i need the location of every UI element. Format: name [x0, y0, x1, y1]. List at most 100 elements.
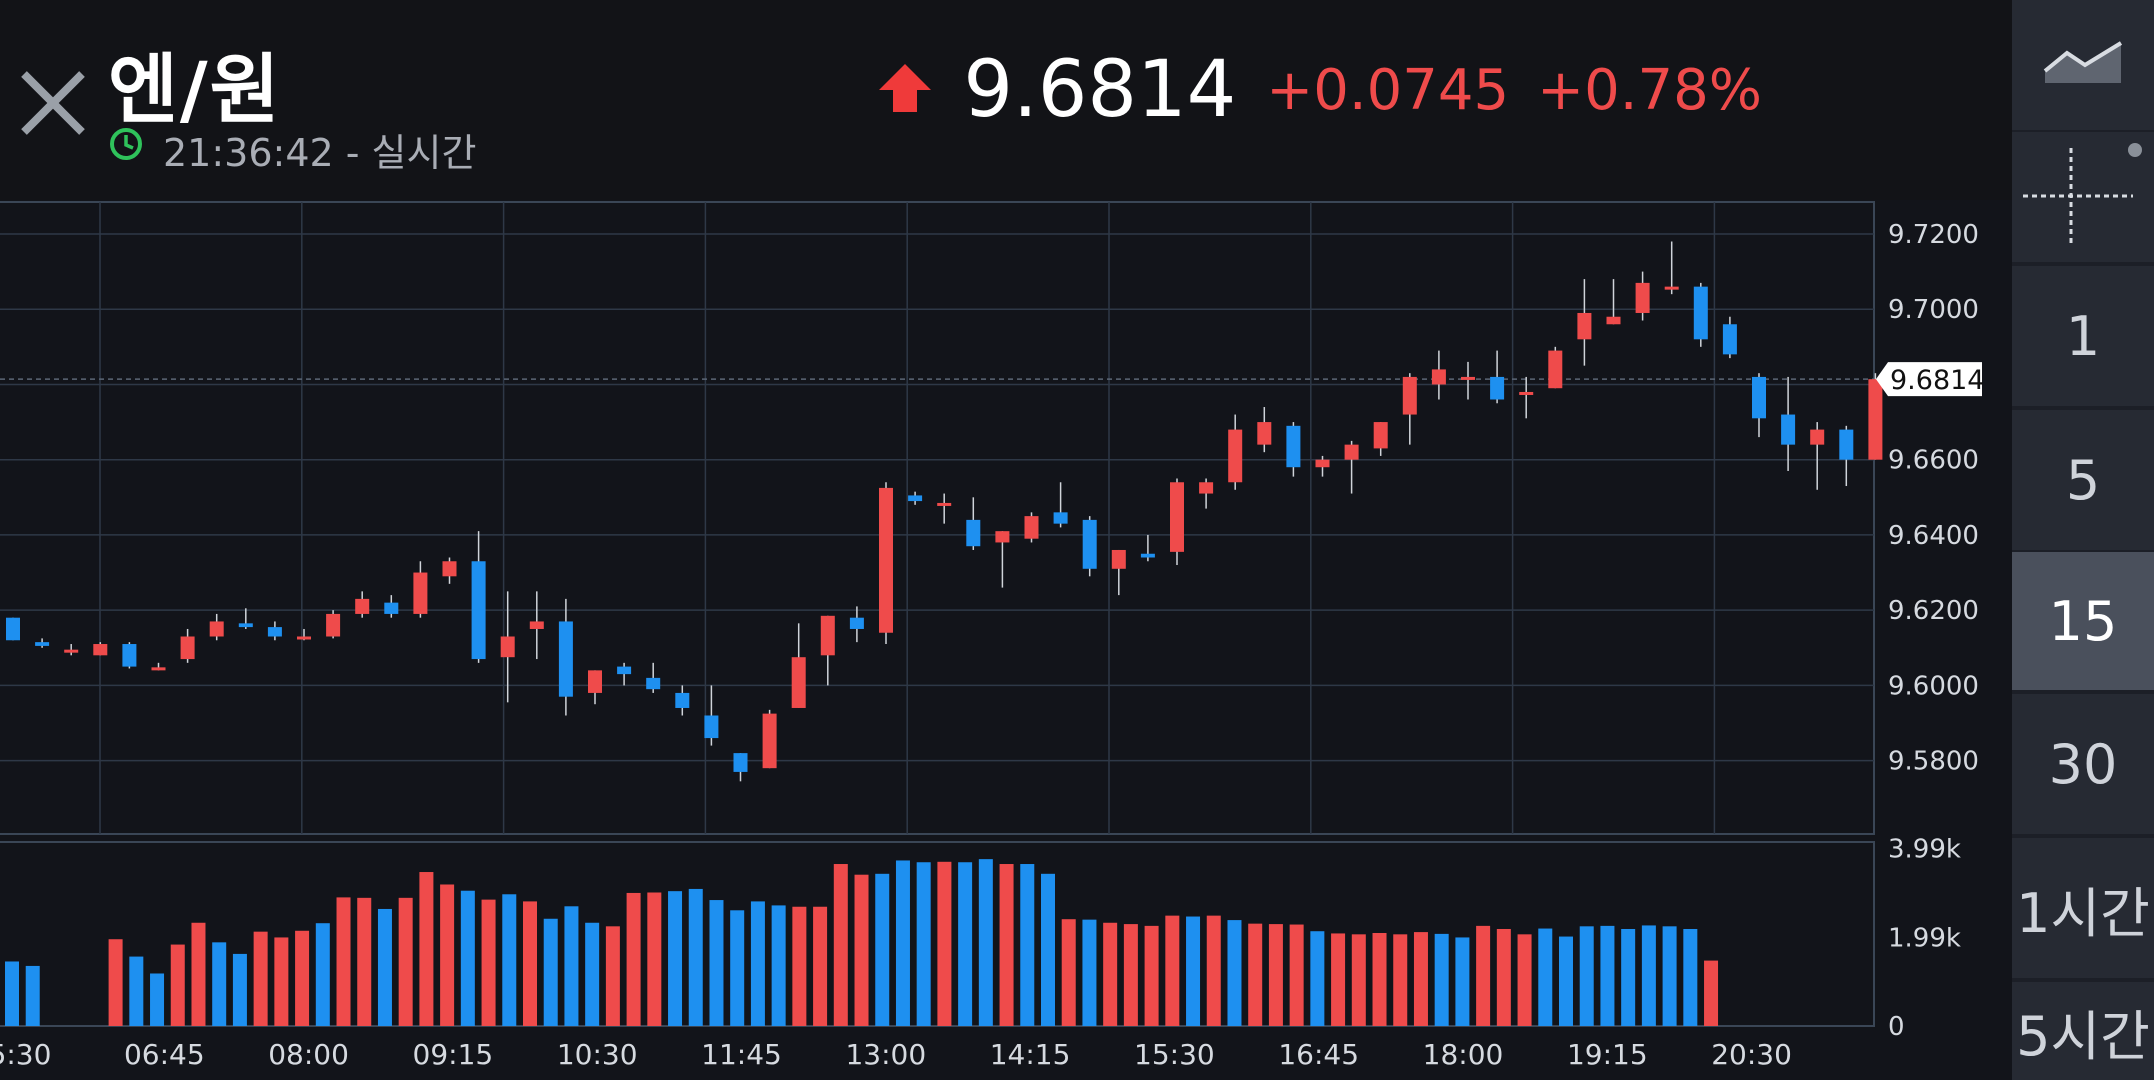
- sidebar-crosshair-button[interactable]: [2012, 132, 2154, 262]
- volume-bar: [150, 973, 165, 1026]
- price-panel-frame: [0, 201, 1875, 835]
- chart-grid: [0, 201, 1875, 1027]
- volume-bar: [274, 937, 289, 1026]
- candle-body: [588, 670, 602, 693]
- volume-bar: [999, 864, 1014, 1026]
- price-chart[interactable]: 9.72009.70009.68009.66009.64009.62009.60…: [0, 200, 2012, 1080]
- y-tick-label: 9.6200: [1888, 596, 1979, 626]
- header: 엔/원 21:36:42 - 실시간 9.6814 +0.0745 +0.78%: [0, 0, 2012, 200]
- candle-body: [151, 667, 166, 671]
- x-tick-label: 5:30: [0, 1038, 51, 1071]
- volume-bar: [5, 961, 19, 1026]
- price-change-percent: +0.78%: [1537, 57, 1762, 123]
- y-tick-label: 9.5800: [1888, 747, 1979, 777]
- candle-body: [35, 642, 50, 646]
- sidebar-area-chart-button[interactable]: [2012, 0, 2154, 130]
- volume-bar: [481, 899, 496, 1026]
- x-tick-label: 20:30: [1711, 1038, 1792, 1071]
- volume-bar: [1186, 916, 1201, 1026]
- volume-bar: [833, 864, 848, 1026]
- y-tick-label: 9.7200: [1888, 220, 1979, 250]
- candle-body: [1810, 429, 1825, 445]
- x-tick-label: 18:00: [1423, 1038, 1504, 1071]
- volume-bar: [792, 906, 807, 1026]
- interval-5-button[interactable]: 1시간: [2012, 838, 2154, 978]
- y-tick-label: 9.6400: [1888, 521, 1979, 551]
- x-tick-label: 14:15: [990, 1038, 1071, 1071]
- chart-axes: 9.72009.70009.68009.66009.64009.62009.60…: [0, 220, 1984, 1071]
- candle-body: [384, 602, 399, 614]
- volume-bar: [295, 930, 310, 1026]
- candle-body: [1286, 425, 1301, 468]
- volume-bar: [854, 874, 869, 1026]
- x-tick-label: 11:45: [701, 1038, 782, 1071]
- volume-bar: [232, 953, 247, 1026]
- volume-bar: [357, 897, 372, 1026]
- candle-body: [1781, 414, 1796, 445]
- candle-body: [267, 627, 282, 637]
- candle-body: [1548, 350, 1563, 389]
- candle-body: [1519, 391, 1534, 395]
- interval-label: 5시간: [2016, 1004, 2150, 1068]
- volume-bar: [750, 901, 765, 1026]
- candle-body: [1431, 369, 1446, 385]
- interval-label: 15: [2048, 589, 2118, 653]
- candle-body: [1461, 376, 1475, 380]
- candle-body: [1752, 376, 1766, 419]
- candle-body: [1082, 519, 1097, 569]
- interval-6-button[interactable]: 5시간: [2012, 982, 2154, 1080]
- candle-body: [471, 561, 486, 660]
- volume-bar: [1704, 960, 1719, 1026]
- volume-bars: [5, 859, 1719, 1026]
- x-tick-label: 15:30: [1134, 1038, 1215, 1071]
- volume-bar: [1517, 934, 1532, 1026]
- candle-body: [413, 572, 428, 614]
- volume-tick-label: 3.99k: [1888, 834, 1961, 864]
- volume-bar: [978, 859, 993, 1026]
- candle-body: [1315, 459, 1330, 468]
- interval-2-button[interactable]: 5: [2012, 410, 2154, 550]
- volume-bar: [1020, 864, 1035, 1026]
- interval-4-button[interactable]: 30: [2012, 694, 2154, 834]
- candle-body: [791, 657, 806, 708]
- y-tick-label: 9.6000: [1888, 671, 1979, 701]
- interval-1-button[interactable]: 1: [2012, 266, 2154, 406]
- volume-tick-label: 1.99k: [1888, 923, 1961, 953]
- close-icon[interactable]: [14, 64, 92, 142]
- interval-label: 30: [2048, 732, 2118, 796]
- candle-body: [180, 636, 195, 660]
- clock-icon: [110, 128, 142, 160]
- volume-bar: [1041, 873, 1055, 1026]
- interval-3-button[interactable]: 15: [2012, 552, 2154, 690]
- candle-body: [1344, 444, 1359, 460]
- volume-bar: [460, 890, 475, 1026]
- volume-bar: [1600, 925, 1615, 1026]
- candle-body: [500, 636, 515, 658]
- crosshair-icon: [2023, 143, 2142, 244]
- volume-bar: [1248, 923, 1263, 1026]
- volume-bar: [1372, 932, 1387, 1026]
- candle-body: [1140, 553, 1155, 558]
- candle-body: [1170, 482, 1184, 552]
- volume-bar: [626, 892, 641, 1026]
- volume-bar: [1621, 928, 1636, 1026]
- volume-bar: [668, 891, 683, 1026]
- volume-bar: [647, 892, 662, 1026]
- candle-body: [442, 561, 457, 577]
- volume-bar: [958, 862, 973, 1026]
- price-summary: 9.6814 +0.0745 +0.78%: [877, 40, 1762, 140]
- candle-body: [1839, 429, 1854, 460]
- candle-body: [1577, 312, 1592, 340]
- x-tick-label: 10:30: [557, 1038, 638, 1071]
- volume-bar: [1413, 932, 1428, 1026]
- area-chart-icon: [2043, 41, 2123, 83]
- volume-bar: [253, 931, 268, 1026]
- volume-bar: [1641, 925, 1656, 1026]
- volume-bar: [191, 922, 206, 1026]
- volume-bar: [543, 918, 558, 1026]
- volume-bar: [1662, 926, 1677, 1026]
- candle-body: [646, 677, 661, 690]
- volume-bar: [1123, 924, 1138, 1026]
- candle-body: [762, 713, 777, 769]
- volume-bar: [315, 923, 330, 1026]
